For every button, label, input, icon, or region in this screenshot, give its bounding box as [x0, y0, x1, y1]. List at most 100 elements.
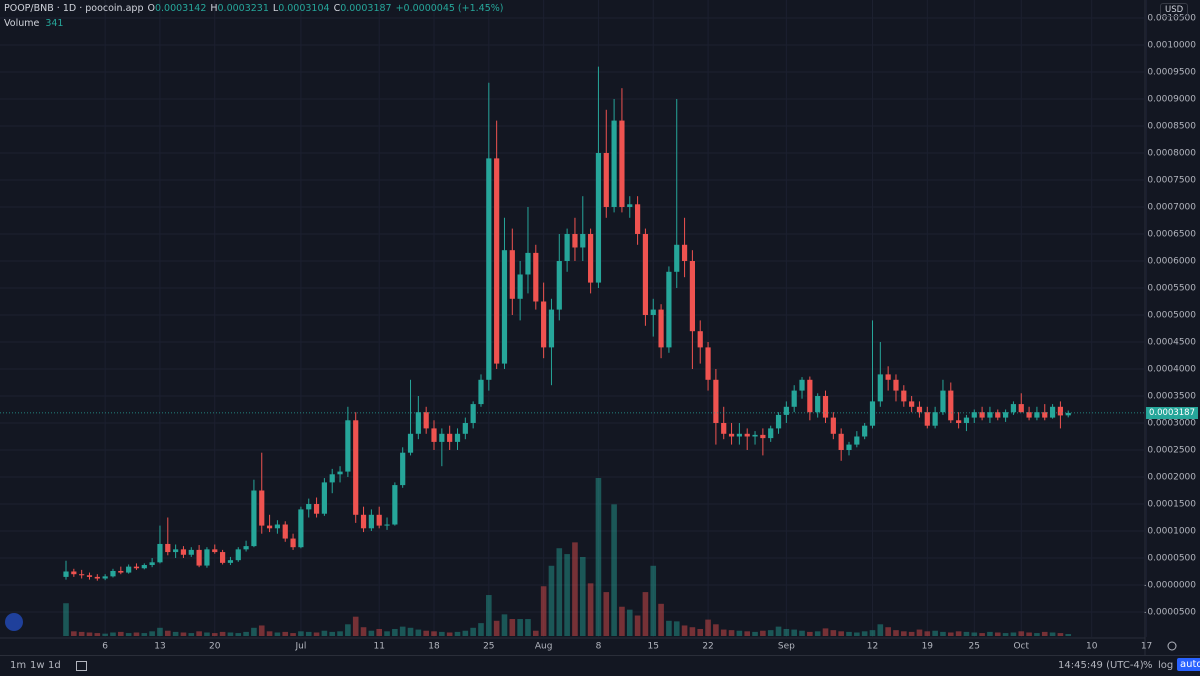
candle-body	[971, 412, 977, 418]
candle-body	[188, 549, 194, 555]
volume-bar	[681, 625, 688, 636]
timeframe-button[interactable]: 1m	[10, 660, 27, 671]
volume-bar	[227, 632, 234, 636]
x-tick-label: Sep	[778, 642, 795, 652]
candle-body	[329, 474, 335, 483]
candle-body	[447, 433, 453, 442]
volume-bar	[658, 603, 664, 636]
volume-bar	[807, 631, 813, 636]
x-tick-label: 18	[428, 642, 440, 652]
candle-body	[337, 471, 343, 475]
chart: -0.0000500 -0.0000000 0.0000500 0.0001000 0.…	[0, 0, 1196, 655]
volume-bar	[368, 630, 375, 636]
candle-body	[588, 233, 594, 283]
candle-body	[353, 420, 359, 515]
candle-body	[126, 566, 132, 573]
candle-body	[345, 420, 351, 472]
volume-bar	[63, 603, 69, 636]
candle-body	[266, 525, 273, 529]
candle-body	[948, 390, 954, 421]
candle-body	[674, 244, 680, 272]
ohlc-value: 0.0003104	[278, 3, 330, 14]
volume-bar	[431, 631, 437, 636]
volume-bar	[486, 595, 492, 636]
candle-body	[752, 434, 758, 437]
scale-button[interactable]: auto	[1177, 658, 1200, 671]
volume-bar	[752, 631, 758, 636]
volume-bar	[329, 631, 336, 636]
symbol: POOP/BNB · 1D · poocoin.app	[4, 3, 144, 14]
y-tick-label: 0.0000500	[1147, 553, 1196, 563]
candle-body	[102, 576, 108, 579]
date-range-icon[interactable]	[76, 661, 87, 671]
last-price-tag: 0.0003187	[1146, 406, 1198, 419]
y-tick-label: 0.0006000	[1147, 256, 1196, 266]
volume-bar	[251, 627, 257, 636]
scale-button[interactable]: %	[1143, 660, 1153, 671]
scale-button[interactable]: log	[1158, 660, 1174, 671]
candle-body	[290, 538, 296, 548]
candle-body	[775, 414, 782, 429]
volume-bar	[470, 627, 476, 636]
volume-bar	[172, 631, 179, 636]
candle-body	[282, 524, 288, 539]
volume-bar	[987, 631, 993, 636]
candle-body	[634, 204, 641, 234]
candle-body	[611, 120, 617, 207]
volume-bar	[266, 631, 273, 636]
volume-bar	[1049, 632, 1056, 636]
volume-bar	[619, 606, 625, 636]
candle-body	[815, 395, 821, 413]
settings-icon[interactable]	[1167, 641, 1177, 651]
volume-bar	[71, 631, 77, 636]
candle-body	[846, 444, 852, 450]
y-tick-label: 0.0006500	[1147, 229, 1196, 239]
candle-body	[141, 565, 147, 569]
candle-body	[501, 250, 508, 364]
timeframe-button[interactable]: 1d	[48, 660, 61, 671]
candle-body	[415, 412, 421, 434]
volume-bar	[454, 631, 461, 636]
volume-bar	[814, 631, 821, 636]
volume-bar	[407, 627, 414, 636]
candle-body	[854, 436, 860, 445]
volume-bar	[932, 630, 938, 636]
candle-body	[862, 425, 868, 437]
x-tick-label: 25	[483, 642, 494, 652]
volume-bar	[1002, 633, 1009, 636]
volume-bar	[587, 583, 594, 636]
candle-body	[728, 433, 735, 437]
x-tick-label: Oct	[1013, 642, 1029, 652]
candle-body	[321, 482, 327, 514]
clock: 14:45:49 (UTC-4)	[1058, 660, 1144, 671]
volume-bar	[1026, 632, 1032, 636]
volume-bar	[595, 478, 602, 636]
timeframe-button[interactable]: 1w	[30, 660, 45, 671]
volume-bar	[243, 631, 249, 636]
candle-body	[807, 379, 813, 413]
logo-icon[interactable]	[5, 613, 23, 631]
candle-body	[204, 549, 210, 566]
volume-bar	[415, 629, 422, 636]
y-tick-label: 0.0005000	[1147, 310, 1196, 320]
x-tick-label: 17	[1141, 642, 1152, 652]
candle-body	[533, 252, 539, 302]
volume-bar	[775, 626, 782, 636]
candle-body	[705, 347, 711, 380]
candle-body	[298, 509, 304, 548]
volume-bar	[235, 633, 242, 636]
volume-bar	[399, 626, 406, 636]
currency-button[interactable]: USD	[1160, 3, 1189, 17]
candle-body	[869, 401, 876, 426]
volume-bar	[188, 633, 195, 636]
volume-bar	[760, 630, 766, 636]
candle-body	[274, 524, 281, 529]
y-tick-label: 0.0010500	[1147, 13, 1196, 23]
x-tick-label: Aug	[535, 642, 553, 652]
volume-bar	[376, 628, 382, 636]
candle-body	[916, 406, 923, 413]
volume-bar	[556, 548, 563, 636]
volume-bar	[650, 565, 657, 636]
x-tick-label: 20	[209, 642, 221, 652]
volume-bar	[423, 630, 429, 636]
